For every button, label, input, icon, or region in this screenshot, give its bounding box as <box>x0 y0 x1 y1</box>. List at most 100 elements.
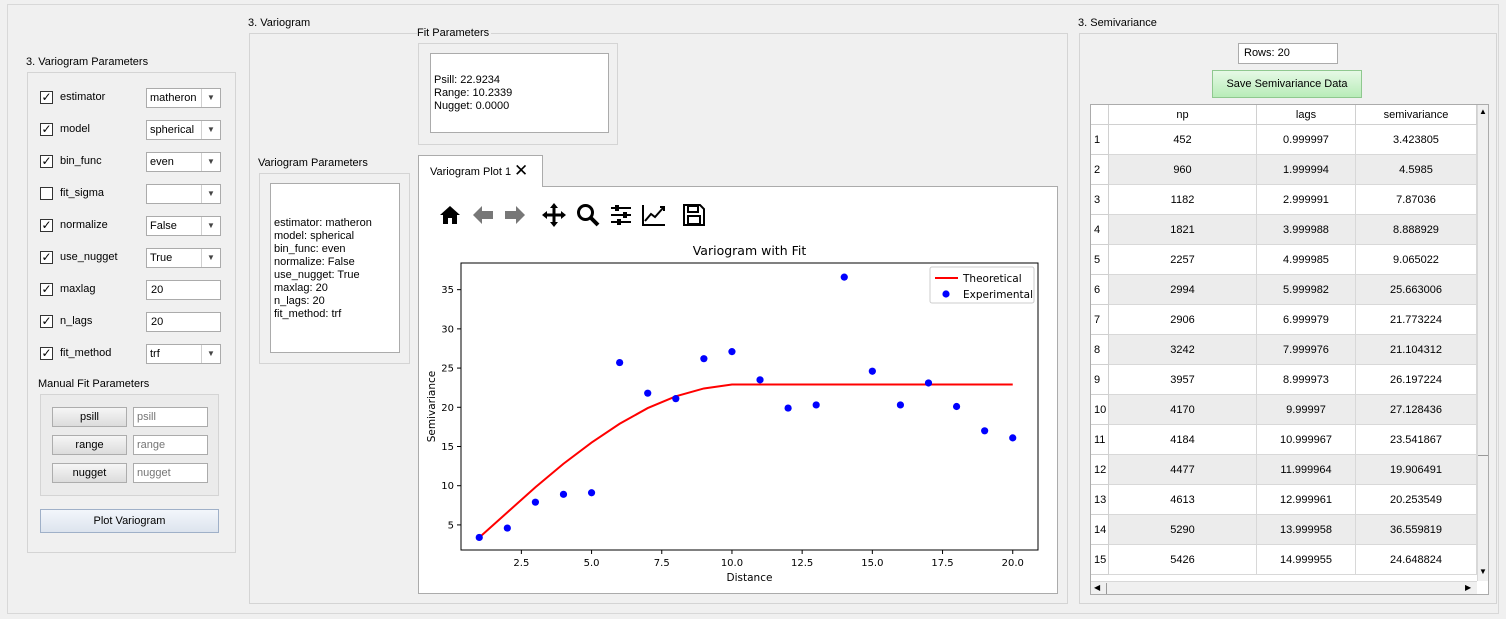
fit-method-combo[interactable]: trf ▼ <box>146 344 221 364</box>
row-number[interactable]: 9 <box>1091 365 1109 395</box>
scroll-right-icon[interactable]: ▶ <box>1465 583 1472 592</box>
save-semivariance-button[interactable]: Save Semivariance Data <box>1212 70 1362 98</box>
normalize-combo[interactable]: False ▼ <box>146 216 221 236</box>
chevron-down-icon[interactable]: ▼ <box>201 217 220 235</box>
use-nugget-combo[interactable]: True ▼ <box>146 248 221 268</box>
table-row[interactable]: 2 960 1.999994 4.5985 <box>1091 155 1477 185</box>
home-icon[interactable] <box>437 202 463 228</box>
hscrollbar-thumb[interactable] <box>1106 583 1107 594</box>
cell-np[interactable]: 1182 <box>1109 185 1257 215</box>
tab-variogram-plot-1[interactable]: Variogram Plot 1 ✕ <box>418 155 543 187</box>
range-input[interactable] <box>133 435 208 455</box>
cell-semivariance[interactable]: 25.663006 <box>1356 275 1477 305</box>
scroll-left-icon[interactable]: ◀ <box>1094 583 1101 592</box>
vertical-scrollbar[interactable]: ▲ ▼ <box>1477 105 1488 581</box>
cell-semivariance[interactable]: 21.104312 <box>1356 335 1477 365</box>
edit-axis-icon[interactable] <box>641 202 667 228</box>
bin-func-combo[interactable]: even ▼ <box>146 152 221 172</box>
table-row[interactable]: 1 452 0.999997 3.423805 <box>1091 125 1477 155</box>
back-arrow-icon[interactable] <box>470 202 496 228</box>
column-header-np[interactable]: np <box>1109 105 1257 125</box>
row-number[interactable]: 7 <box>1091 305 1109 335</box>
cell-lags[interactable]: 10.999967 <box>1257 425 1356 455</box>
nugget-button[interactable]: nugget <box>52 463 127 483</box>
estimator-checkbox[interactable] <box>40 91 53 104</box>
table-row[interactable]: 15 5426 14.999955 24.648824 <box>1091 545 1477 575</box>
row-number[interactable]: 14 <box>1091 515 1109 545</box>
cell-lags[interactable]: 3.999988 <box>1257 215 1356 245</box>
cell-semivariance[interactable]: 36.559819 <box>1356 515 1477 545</box>
cell-lags[interactable]: 2.999991 <box>1257 185 1356 215</box>
chevron-down-icon[interactable]: ▼ <box>201 345 220 363</box>
cell-np[interactable]: 4170 <box>1109 395 1257 425</box>
table-row[interactable]: 7 2906 6.999979 21.773224 <box>1091 305 1477 335</box>
table-row[interactable]: 3 1182 2.999991 7.87036 <box>1091 185 1477 215</box>
table-row[interactable]: 9 3957 8.999973 26.197224 <box>1091 365 1477 395</box>
normalize-checkbox[interactable] <box>40 219 53 232</box>
cell-semivariance[interactable]: 23.541867 <box>1356 425 1477 455</box>
cell-np[interactable]: 2257 <box>1109 245 1257 275</box>
scrollbar-thumb[interactable] <box>1478 455 1488 456</box>
maxlag-input[interactable]: 20 <box>146 280 221 300</box>
save-icon[interactable] <box>681 202 707 228</box>
cell-np[interactable]: 4184 <box>1109 425 1257 455</box>
range-button[interactable]: range <box>52 435 127 455</box>
row-number[interactable]: 5 <box>1091 245 1109 275</box>
cell-lags[interactable]: 5.999982 <box>1257 275 1356 305</box>
plot-variogram-button[interactable]: Plot Variogram <box>40 509 219 533</box>
use-nugget-checkbox[interactable] <box>40 251 53 264</box>
row-number[interactable]: 13 <box>1091 485 1109 515</box>
psill-button[interactable]: psill <box>52 407 127 427</box>
cell-np[interactable]: 960 <box>1109 155 1257 185</box>
chevron-down-icon[interactable]: ▼ <box>201 153 220 171</box>
column-header-lags[interactable]: lags <box>1257 105 1356 125</box>
row-number[interactable]: 10 <box>1091 395 1109 425</box>
n-lags-input[interactable]: 20 <box>146 312 221 332</box>
scroll-up-icon[interactable]: ▲ <box>1479 107 1487 116</box>
cell-np[interactable]: 1821 <box>1109 215 1257 245</box>
table-row[interactable]: 6 2994 5.999982 25.663006 <box>1091 275 1477 305</box>
cell-semivariance[interactable]: 24.648824 <box>1356 545 1477 575</box>
cell-lags[interactable]: 12.999961 <box>1257 485 1356 515</box>
model-combo[interactable]: spherical ▼ <box>146 120 221 140</box>
row-number[interactable]: 3 <box>1091 185 1109 215</box>
cell-np[interactable]: 5290 <box>1109 515 1257 545</box>
cell-semivariance[interactable]: 8.888929 <box>1356 215 1477 245</box>
cell-np[interactable]: 4477 <box>1109 455 1257 485</box>
horizontal-scrollbar[interactable]: ◀ ▶ <box>1091 581 1477 594</box>
cell-semivariance[interactable]: 3.423805 <box>1356 125 1477 155</box>
cell-lags[interactable]: 4.999985 <box>1257 245 1356 275</box>
table-row[interactable]: 8 3242 7.999976 21.104312 <box>1091 335 1477 365</box>
maxlag-checkbox[interactable] <box>40 283 53 296</box>
row-number[interactable]: 1 <box>1091 125 1109 155</box>
cell-np[interactable]: 4613 <box>1109 485 1257 515</box>
row-number[interactable]: 6 <box>1091 275 1109 305</box>
chevron-down-icon[interactable]: ▼ <box>201 121 220 139</box>
scroll-down-icon[interactable]: ▼ <box>1479 567 1487 576</box>
chevron-down-icon[interactable]: ▼ <box>201 89 220 107</box>
cell-lags[interactable]: 0.999997 <box>1257 125 1356 155</box>
table-row[interactable]: 10 4170 9.99997 27.128436 <box>1091 395 1477 425</box>
pan-icon[interactable] <box>541 202 567 228</box>
row-number[interactable]: 11 <box>1091 425 1109 455</box>
cell-lags[interactable]: 13.999958 <box>1257 515 1356 545</box>
estimator-combo[interactable]: matheron ▼ <box>146 88 221 108</box>
nugget-input[interactable] <box>133 463 208 483</box>
zoom-icon[interactable] <box>575 202 601 228</box>
cell-semivariance[interactable]: 21.773224 <box>1356 305 1477 335</box>
cell-np[interactable]: 5426 <box>1109 545 1257 575</box>
fit-method-checkbox[interactable] <box>40 347 53 360</box>
n-lags-checkbox[interactable] <box>40 315 53 328</box>
model-checkbox[interactable] <box>40 123 53 136</box>
cell-lags[interactable]: 9.99997 <box>1257 395 1356 425</box>
row-number[interactable]: 4 <box>1091 215 1109 245</box>
psill-input[interactable] <box>133 407 208 427</box>
row-number[interactable]: 12 <box>1091 455 1109 485</box>
close-tab-icon[interactable]: ✕ <box>514 161 529 180</box>
cell-np[interactable]: 452 <box>1109 125 1257 155</box>
fit-sigma-combo[interactable]: ▼ <box>146 184 221 204</box>
cell-lags[interactable]: 7.999976 <box>1257 335 1356 365</box>
cell-np[interactable]: 3242 <box>1109 335 1257 365</box>
cell-semivariance[interactable]: 9.065022 <box>1356 245 1477 275</box>
cell-lags[interactable]: 1.999994 <box>1257 155 1356 185</box>
